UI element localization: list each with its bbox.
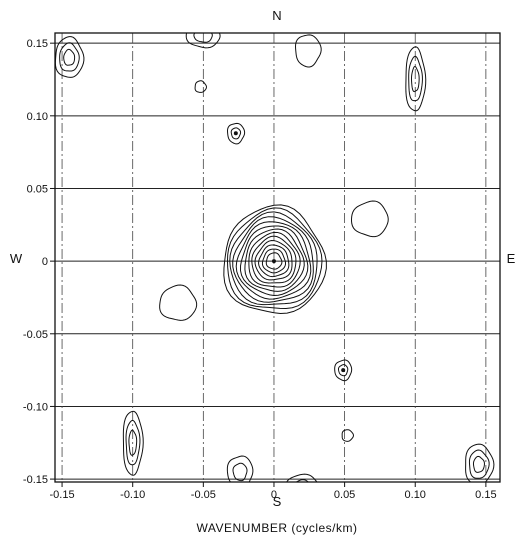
- x-tick-label: -0.05: [191, 489, 216, 501]
- contour-peak: [286, 473, 318, 482]
- contour-line: [341, 429, 354, 442]
- contour-peak: [405, 46, 427, 112]
- contour-line: [254, 240, 293, 281]
- contour-line: [122, 410, 144, 476]
- peak-center-dot: [341, 368, 346, 373]
- y-tick-label: 0: [42, 256, 48, 268]
- contour-line: [230, 127, 242, 140]
- y-tick-label: -0.15: [23, 474, 48, 486]
- contour-line: [405, 46, 427, 112]
- contour-peak: [122, 410, 144, 476]
- contour-line: [227, 122, 246, 145]
- contour-peak: [194, 80, 207, 93]
- contour-line: [295, 34, 322, 68]
- x-tick-label: -0.10: [120, 489, 145, 501]
- contour-line: [223, 204, 327, 314]
- west-label: W: [10, 251, 23, 266]
- contour-peak: [351, 200, 389, 238]
- contour-line: [265, 252, 283, 270]
- contour-line: [128, 429, 138, 456]
- plot-frame: [54, 32, 501, 483]
- peak-center-dot: [271, 259, 276, 264]
- y-tick-label: 0.15: [27, 38, 48, 50]
- contour-peak: [159, 284, 198, 321]
- north-label: N: [272, 8, 281, 23]
- x-tick-labels: -0.15 -0.10 -0.05 0 0.05 0.10 0.15: [50, 482, 497, 501]
- y-tick-labels: 0.15 0.10 0.05 0 -0.05 -0.10 -0.15: [23, 38, 55, 486]
- x-axis-title: WAVENUMBER (cycles/km): [197, 521, 358, 535]
- contour-line: [235, 221, 312, 300]
- contour-line: [55, 36, 85, 78]
- contour-line: [411, 65, 420, 93]
- y-tick-label: -0.10: [23, 401, 48, 413]
- contour-peak: [55, 36, 85, 78]
- contour-line: [59, 42, 80, 72]
- contour-line: [286, 473, 318, 482]
- contour-line: [229, 211, 318, 306]
- contour-line: [194, 80, 207, 93]
- contour-line: [258, 244, 290, 278]
- contour-peak: [295, 34, 322, 68]
- south-label: S: [273, 494, 282, 509]
- peak-center-dot: [233, 131, 238, 136]
- contour-peak: [226, 455, 254, 482]
- contour-line: [63, 48, 76, 66]
- contour-line: [337, 364, 349, 377]
- contour-line: [472, 455, 485, 473]
- x-tick-label: -0.15: [50, 489, 75, 501]
- x-tick-label: 0.10: [405, 489, 426, 501]
- y-tick-label: -0.05: [23, 329, 48, 341]
- contour-line: [240, 225, 309, 296]
- contour-peak: [223, 204, 327, 314]
- contour-peak: [227, 122, 246, 145]
- x-tick-label: 0.15: [475, 489, 496, 501]
- contour-line: [244, 228, 305, 292]
- contour-line: [295, 479, 310, 482]
- contour-peak: [185, 33, 221, 49]
- east-label: E: [507, 251, 516, 266]
- contour-line: [226, 455, 254, 482]
- contour-line: [185, 33, 221, 49]
- contour-line: [226, 207, 323, 309]
- x-tick-label: 0.05: [334, 489, 355, 501]
- x-tick-label: 0: [271, 489, 277, 501]
- contour-lines: [55, 33, 495, 482]
- contour-line: [334, 359, 353, 382]
- contour-line: [468, 449, 490, 479]
- contour-peak: [341, 429, 354, 442]
- grid-lines: [55, 33, 500, 482]
- contour-line: [251, 235, 297, 284]
- y-tick-label: 0.05: [27, 183, 48, 195]
- contour-line: [351, 200, 389, 238]
- contour-line: [232, 216, 314, 303]
- contour-line: [261, 248, 287, 274]
- contour-line: [193, 33, 213, 43]
- contour-line: [125, 419, 141, 466]
- contour-peak: [334, 359, 353, 382]
- contour-line: [408, 55, 423, 102]
- contour-line: [232, 462, 248, 482]
- y-tick-label: 0.10: [27, 111, 48, 123]
- contour-line: [248, 231, 301, 288]
- contour-line: [159, 284, 198, 321]
